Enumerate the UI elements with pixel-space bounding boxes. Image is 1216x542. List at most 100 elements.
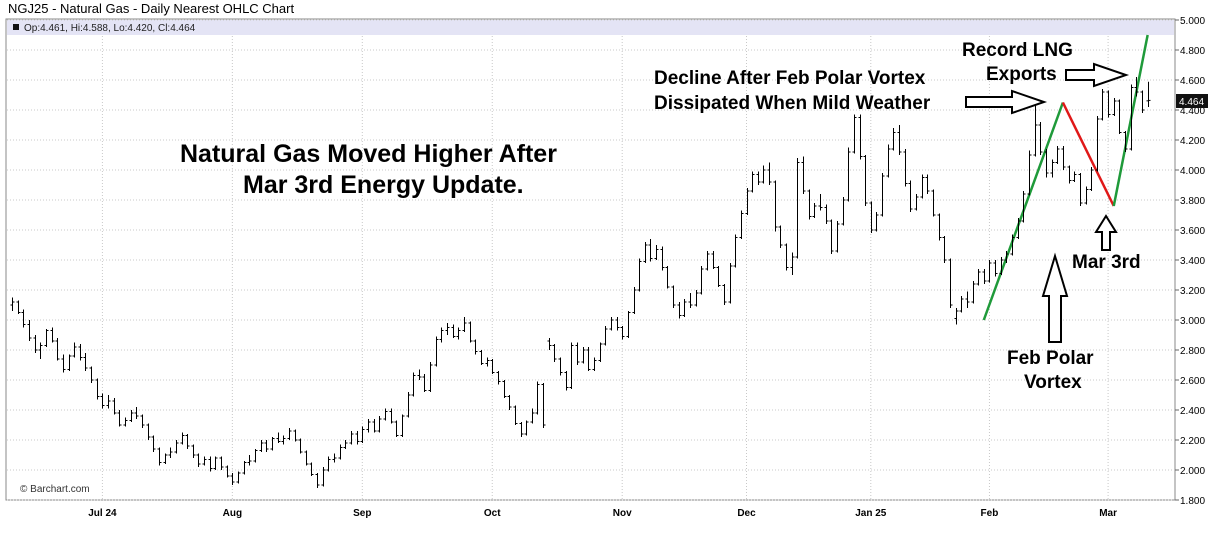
ohlc-bar (1050, 159, 1055, 178)
ohlc-bar (304, 450, 309, 466)
ohlc-bar (191, 444, 196, 458)
x-tick-label: Oct (484, 508, 501, 519)
ohlc-bar (27, 320, 32, 341)
ohlc-bar (1078, 173, 1083, 206)
ohlc-bar (422, 374, 427, 392)
ohlc-bar (507, 395, 512, 410)
ohlc-bar (1067, 165, 1072, 184)
ohlc-bar (716, 266, 721, 287)
ohlc-bar (259, 440, 264, 452)
ohlc-bar (942, 236, 947, 263)
y-tick-label: 3.800 (1180, 196, 1205, 207)
ohlc-bar (1044, 149, 1049, 178)
ohlc-bar (1134, 77, 1139, 97)
ohlc-bar (428, 362, 433, 392)
ohlc-bar (569, 342, 574, 389)
ohlc-bar (219, 456, 224, 470)
ohlc-bar (50, 327, 55, 343)
ohlc-bar (530, 408, 535, 424)
ohlc-bar (298, 438, 303, 454)
ohlc-bar (213, 456, 218, 470)
ohlc-bar (852, 114, 857, 154)
info-strip (7, 20, 1174, 35)
y-tick-label: 4.800 (1180, 46, 1205, 57)
ohlc-bar (965, 291, 970, 308)
arrow-up-mar3 (1094, 214, 1118, 251)
x-tick-label: Feb (981, 508, 999, 519)
ohlc-bar (1033, 102, 1038, 157)
ohlc-bar (705, 251, 710, 271)
ohlc-bar (44, 329, 49, 347)
ohlc-bar (920, 174, 925, 199)
y-tick-label: 3.000 (1180, 316, 1205, 327)
y-tick-label: 2.400 (1180, 406, 1205, 417)
ohlc-bar (468, 321, 473, 343)
annotation-polar-line2: Vortex (1024, 372, 1082, 393)
ohlc-bar (598, 342, 603, 362)
ohlc-bar (490, 359, 495, 374)
ohlc-bar (547, 338, 552, 350)
y-tick-label: 4.200 (1180, 136, 1205, 147)
ohlc-bar (761, 165, 766, 184)
chart-title: NGJ25 - Natural Gas - Daily Nearest OHLC… (8, 1, 294, 16)
ohlc-bar (648, 239, 653, 262)
ohlc-bar (321, 467, 326, 487)
ohlc-bar (643, 242, 648, 263)
ohlc-bar (270, 437, 275, 451)
ohlc-bar (637, 258, 642, 292)
y-tick-label: 2.800 (1180, 346, 1205, 357)
ohlc-bar (671, 285, 676, 308)
y-tick-label: 2.600 (1180, 376, 1205, 387)
ohlc-bar (163, 453, 168, 464)
ohlc-bar (773, 180, 778, 232)
ohlc-info: Op:4.461, Hi:4.588, Lo:4.420, Cl:4.464 (24, 23, 196, 34)
ohlc-bar (502, 380, 507, 398)
ohlc-bar (89, 366, 94, 383)
ohlc-bar (874, 212, 879, 232)
annotation-main-line2: Mar 3rd Energy Update. (243, 171, 524, 199)
ohlc-bar (620, 326, 625, 340)
ohlc-bar (541, 383, 546, 428)
ohlc-bar (1016, 218, 1021, 239)
ohlc-bar (880, 173, 885, 217)
ohlc-bar (264, 440, 269, 452)
ohlc-bar (711, 251, 716, 269)
ohlc-bar (106, 395, 111, 409)
annotation-lng-line1: Record LNG (962, 40, 1073, 61)
ohlc-bar (372, 419, 377, 433)
ohlc-bar (411, 372, 416, 397)
grid (7, 19, 1174, 501)
ohlc-bar (1100, 89, 1105, 121)
x-tick-label: Nov (613, 508, 632, 519)
ohlc-bar (1027, 150, 1032, 196)
ohlc-bar (982, 269, 987, 284)
ohlc-bar (914, 194, 919, 211)
ohlc-bar (829, 219, 834, 254)
ohlc-bar (795, 158, 800, 259)
y-tick-label: 3.200 (1180, 286, 1205, 297)
ohlc-bar (632, 287, 637, 314)
annotation-main: Natural Gas Moved Higher After Mar 3rd E… (180, 140, 557, 199)
ohlc-bar (180, 432, 185, 445)
ohlc-bar (383, 408, 388, 421)
ohlc-bar (406, 392, 411, 418)
ohlc-bar (394, 420, 399, 437)
last-price-box (1176, 94, 1208, 108)
ohlc-bar (157, 447, 162, 466)
ohlc-bar (665, 266, 670, 289)
ohlc-bar (10, 297, 15, 311)
ohlc-bar (756, 171, 761, 185)
ohlc-bar (564, 371, 569, 391)
ohlc-bar (230, 473, 235, 485)
ohlc-bar (236, 471, 241, 484)
annotation-decline-line1: Decline After Feb Polar Vortex (654, 68, 926, 89)
y-tick-label: 3.400 (1180, 256, 1205, 267)
ohlc-bar (626, 311, 631, 338)
ohlc-bar (812, 203, 817, 218)
annotation-decline-line2: Dissipated When Mild Weather (654, 93, 931, 114)
ohlc-bar (315, 473, 320, 488)
ohlc-bar (745, 188, 750, 215)
y-tick-label: 1.800 (1180, 496, 1205, 507)
ohlc-bar (1117, 99, 1122, 134)
ohlc-bar (326, 456, 331, 472)
